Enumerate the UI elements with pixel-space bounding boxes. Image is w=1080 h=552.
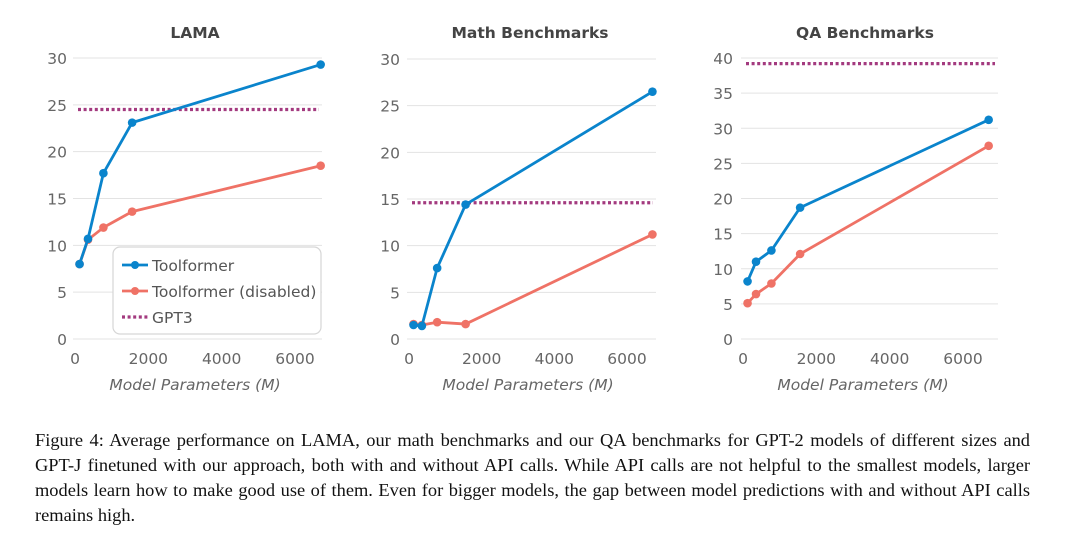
toolformer-disabled-point [767,279,776,288]
legend-label: Toolformer (disabled) [151,283,316,301]
toolformer-point [99,168,108,178]
y-tick-label: 25 [380,98,400,116]
x-axis-label: Model Parameters (M) [777,376,948,394]
x-tick-label: 2000 [797,350,836,368]
y-tick-label: 10 [47,237,67,255]
toolformer-disabled-point [461,319,470,329]
legend-label: GPT3 [152,309,193,327]
x-tick-label: 6000 [943,350,982,368]
x-tick-label: 6000 [275,350,314,368]
y-tick-label: 5 [723,296,733,314]
y-tick-label: 15 [380,191,400,209]
toolformer-point [984,115,993,125]
toolformer-disabled-point [751,289,761,299]
toolformer-disabled-point [432,317,442,327]
toolformer-disabled-line [746,144,990,305]
y-tick-label: 20 [47,144,67,162]
x-tick-label: 4000 [202,350,241,368]
x-tick-label: 0 [404,350,414,368]
y-tick-label: 5 [390,284,400,302]
y-tick-label: 35 [713,85,733,103]
x-tick-label: 4000 [535,350,574,368]
toolformer-line [746,118,990,282]
toolformer-point [743,277,752,286]
toolformer-disabled-point [99,223,108,232]
y-tick-label: 5 [57,284,67,302]
y-tick-label: 25 [47,97,67,115]
x-tick-label: 0 [70,350,80,368]
toolformer-point [83,234,93,244]
y-tick-label: 20 [713,191,733,209]
y-tick-label: 25 [713,155,733,173]
toolformer-point [751,257,761,267]
toolformer-point [75,259,84,269]
chart-title: LAMA [170,24,219,42]
legend-marker [131,261,139,269]
toolformer-disabled-point [743,298,752,308]
toolformer-point [432,263,442,273]
y-tick-label: 30 [47,50,67,68]
figure-caption: Figure 4: Average performance on LAMA, o… [35,430,1030,525]
y-tick-label: 0 [390,331,400,349]
toolformer-point [767,246,776,255]
y-tick-label: 15 [713,226,733,244]
toolformer-point [795,203,805,212]
y-tick-label: 40 [713,50,733,68]
toolformer-disabled-point [984,141,993,151]
legend: Toolformer Toolformer (disabled) GPT3 [112,246,322,335]
toolformer-point [409,320,418,330]
y-tick-label: 0 [723,331,733,349]
legend-box [112,246,322,335]
toolformer-disabled-point [316,161,325,171]
y-tick-label: 30 [713,120,733,138]
legend-marker [131,287,139,295]
x-axis-label: Model Parameters (M) [109,376,280,394]
chart-title: QA Benchmarks [796,24,934,42]
toolformer-disabled-line [413,233,654,327]
toolformer-disabled-point [127,207,137,216]
chart-panel-1: LAMA 0 5 10 15 20 25 30 0 2000 4000 6000 Model Param… [47,24,325,394]
y-tick-label: 15 [47,191,67,209]
chart-panel-3: QA Benchmarks 0 5 10 15 20 25 30 35 40 0 2000 4000 60… [713,24,998,394]
x-tick-label: 2000 [129,350,168,368]
legend-label: Toolformer [151,257,235,275]
toolformer-line [78,63,322,265]
x-tick-label: 6000 [607,350,646,368]
chart-panel-2: Math Benchmarks 0 5 10 15 20 25 30 0 2000 4000 6000… [380,24,657,394]
x-tick-label: 0 [738,350,748,368]
y-tick-label: 10 [713,261,733,279]
y-tick-label: 30 [380,51,400,69]
toolformer-disabled-point [648,230,657,239]
y-tick-label: 20 [380,144,400,162]
toolformer-disabled-point [795,249,805,259]
toolformer-point [417,321,427,331]
x-tick-label: 2000 [462,350,501,368]
toolformer-point [461,200,470,209]
y-tick-label: 10 [380,238,400,256]
toolformer-point [648,87,657,96]
y-tick-label: 0 [57,331,67,349]
chart-title: Math Benchmarks [451,24,608,42]
toolformer-point [316,60,325,69]
x-axis-label: Model Parameters (M) [442,376,613,394]
toolformer-point [127,118,137,127]
x-tick-label: 4000 [870,350,909,368]
